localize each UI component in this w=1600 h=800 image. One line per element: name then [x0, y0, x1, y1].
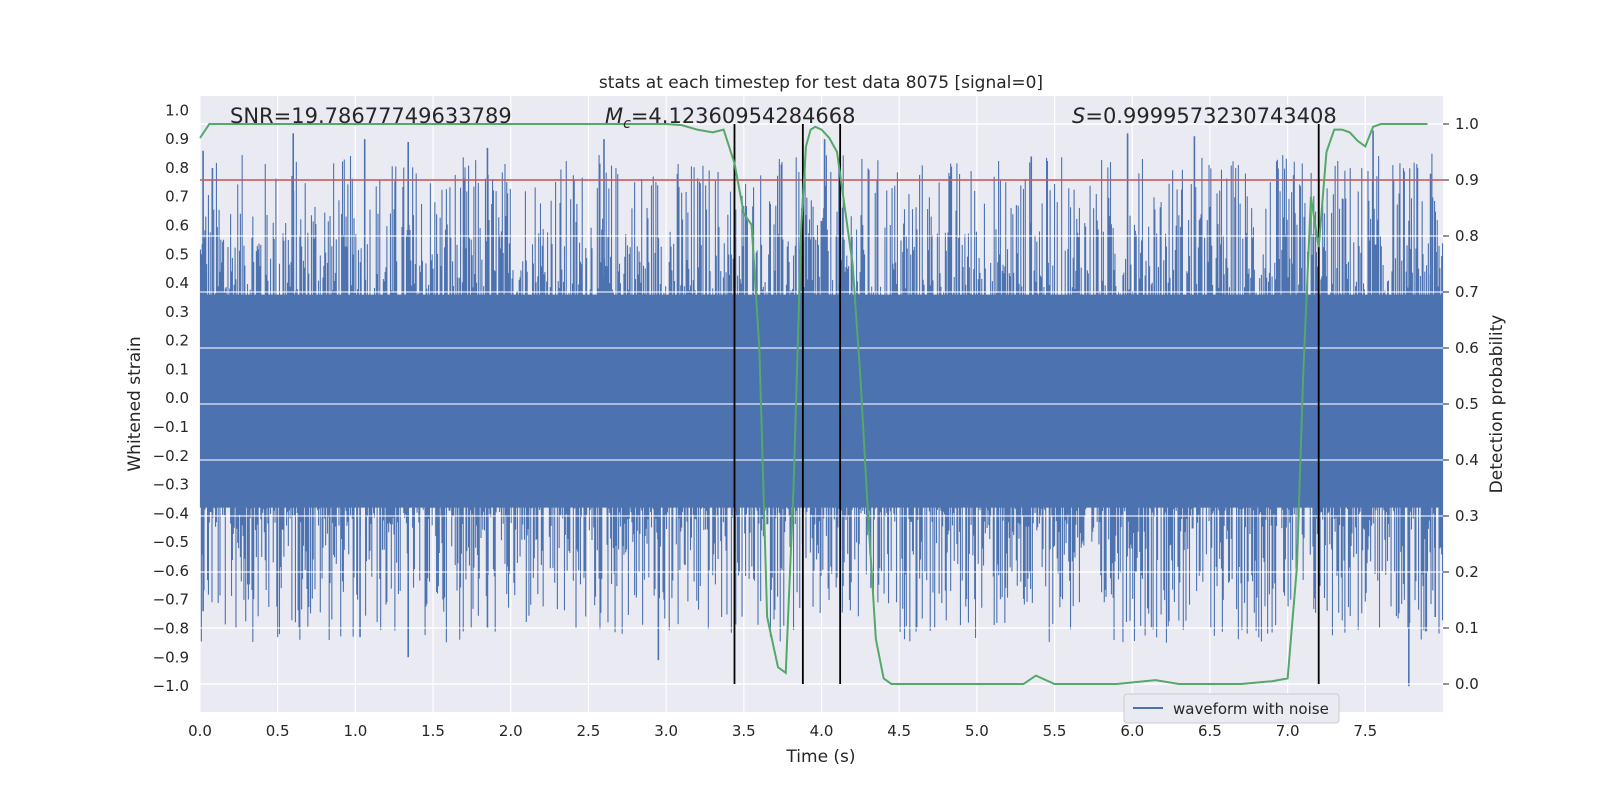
x-axis-label: Time (s): [785, 747, 855, 767]
x-tick-label: 1.0: [343, 722, 367, 740]
legend-label: waveform with noise: [1173, 700, 1329, 718]
x-tick-label: 6.0: [1120, 722, 1144, 740]
y-left-tick-label: 0.6: [165, 217, 189, 235]
y-right-tick-label: 0.3: [1455, 507, 1479, 525]
y-left-tick-label: −0.2: [153, 447, 189, 465]
chirp-mass-subscript: c: [623, 116, 631, 132]
x-tick-label: 4.0: [810, 722, 834, 740]
y-right-tick-label: 0.4: [1455, 451, 1479, 469]
y-left-tick-label: −0.9: [153, 648, 189, 666]
chirp-mass-annotation: Mc=4.12360954284668: [605, 104, 856, 132]
y-left-tick-label: −0.3: [153, 476, 189, 494]
y-left-tick-label: 0.3: [165, 303, 189, 321]
y-right-tick-label: 0.9: [1455, 171, 1479, 189]
y-left-tick-label: 0.0: [165, 389, 189, 407]
y-right-tick-label: 0.5: [1455, 395, 1479, 413]
chart-title: stats at each timestep for test data 807…: [599, 73, 1043, 93]
y-left-tick-label: −0.8: [153, 620, 189, 638]
y-left-tick-label: −0.1: [153, 418, 189, 436]
x-tick-label: 7.0: [1276, 722, 1300, 740]
detection-probability-series: [199, 123, 1428, 685]
x-tick-label: 5.5: [1043, 722, 1067, 740]
y-left-tick-label: 0.2: [165, 332, 189, 350]
snr-annotation: SNR=19.78677749633789: [230, 104, 512, 128]
x-tick-label: 2.5: [577, 722, 601, 740]
y-right-tick-label: 0.8: [1455, 227, 1479, 245]
x-tick-label: 3.5: [732, 722, 756, 740]
y-right-tick-label: 1.0: [1455, 115, 1479, 133]
chirp-mass-value: =4.12360954284668: [631, 104, 856, 128]
s-annotation: S=0.9999573230743408: [1072, 104, 1337, 128]
x-tick-label: 1.5: [421, 722, 445, 740]
y-left-tick-label: −1.0: [153, 677, 189, 695]
y-left-tick-label: −0.5: [153, 533, 189, 551]
x-tick-label: 4.5: [887, 722, 911, 740]
y-axis-right-label: Detection probability: [1487, 315, 1507, 494]
x-tick-label: 7.5: [1353, 722, 1377, 740]
y-left-tick-label: −0.6: [153, 562, 189, 580]
legend-box: [1123, 693, 1340, 724]
x-tick-label: 6.5: [1198, 722, 1222, 740]
y-right-tick-label: 0.6: [1455, 339, 1479, 357]
y-left-tick-label: 0.1: [165, 360, 189, 378]
x-tick-label: 5.0: [965, 722, 989, 740]
x-tick-label: 2.0: [499, 722, 523, 740]
s-symbol: S: [1072, 104, 1085, 128]
vertical-markers: [733, 124, 1320, 684]
y-left-tick-label: 0.4: [165, 274, 189, 292]
y-left-tick-label: 0.9: [165, 130, 189, 148]
s-value: =0.9999573230743408: [1085, 104, 1336, 128]
y-left-tick-label: 1.0: [165, 101, 189, 119]
y-left-tick-label: 0.7: [165, 188, 189, 206]
chirp-mass-symbol: M: [605, 104, 623, 128]
y-left-tick-label: 0.5: [165, 245, 189, 263]
x-tick-label: 3.0: [654, 722, 678, 740]
y-right-tick-label: 0.7: [1455, 283, 1479, 301]
y-left-tick-label: −0.7: [153, 591, 189, 609]
y-axis-left-label: Whitened strain: [125, 336, 145, 471]
y-left-tick-label: 0.8: [165, 159, 189, 177]
x-tick-label: 0.5: [266, 722, 290, 740]
y-right-tick-label: 0.1: [1455, 619, 1479, 637]
y-right-tick-label: 0.0: [1455, 675, 1479, 693]
detection-probability-line: [199, 123, 1428, 685]
y-right-tick-label: 0.2: [1455, 563, 1479, 581]
x-tick-label: 0.0: [188, 722, 212, 740]
axis-ticks: 0.0 0.5 1.0 1.5 2.0 2.5 3.0 3.5 4.0 4.5 5.0 5.5 6.0 6…: [153, 101, 1479, 740]
legend: waveform with noise: [1123, 693, 1340, 724]
y-left-tick-label: −0.4: [153, 504, 189, 522]
